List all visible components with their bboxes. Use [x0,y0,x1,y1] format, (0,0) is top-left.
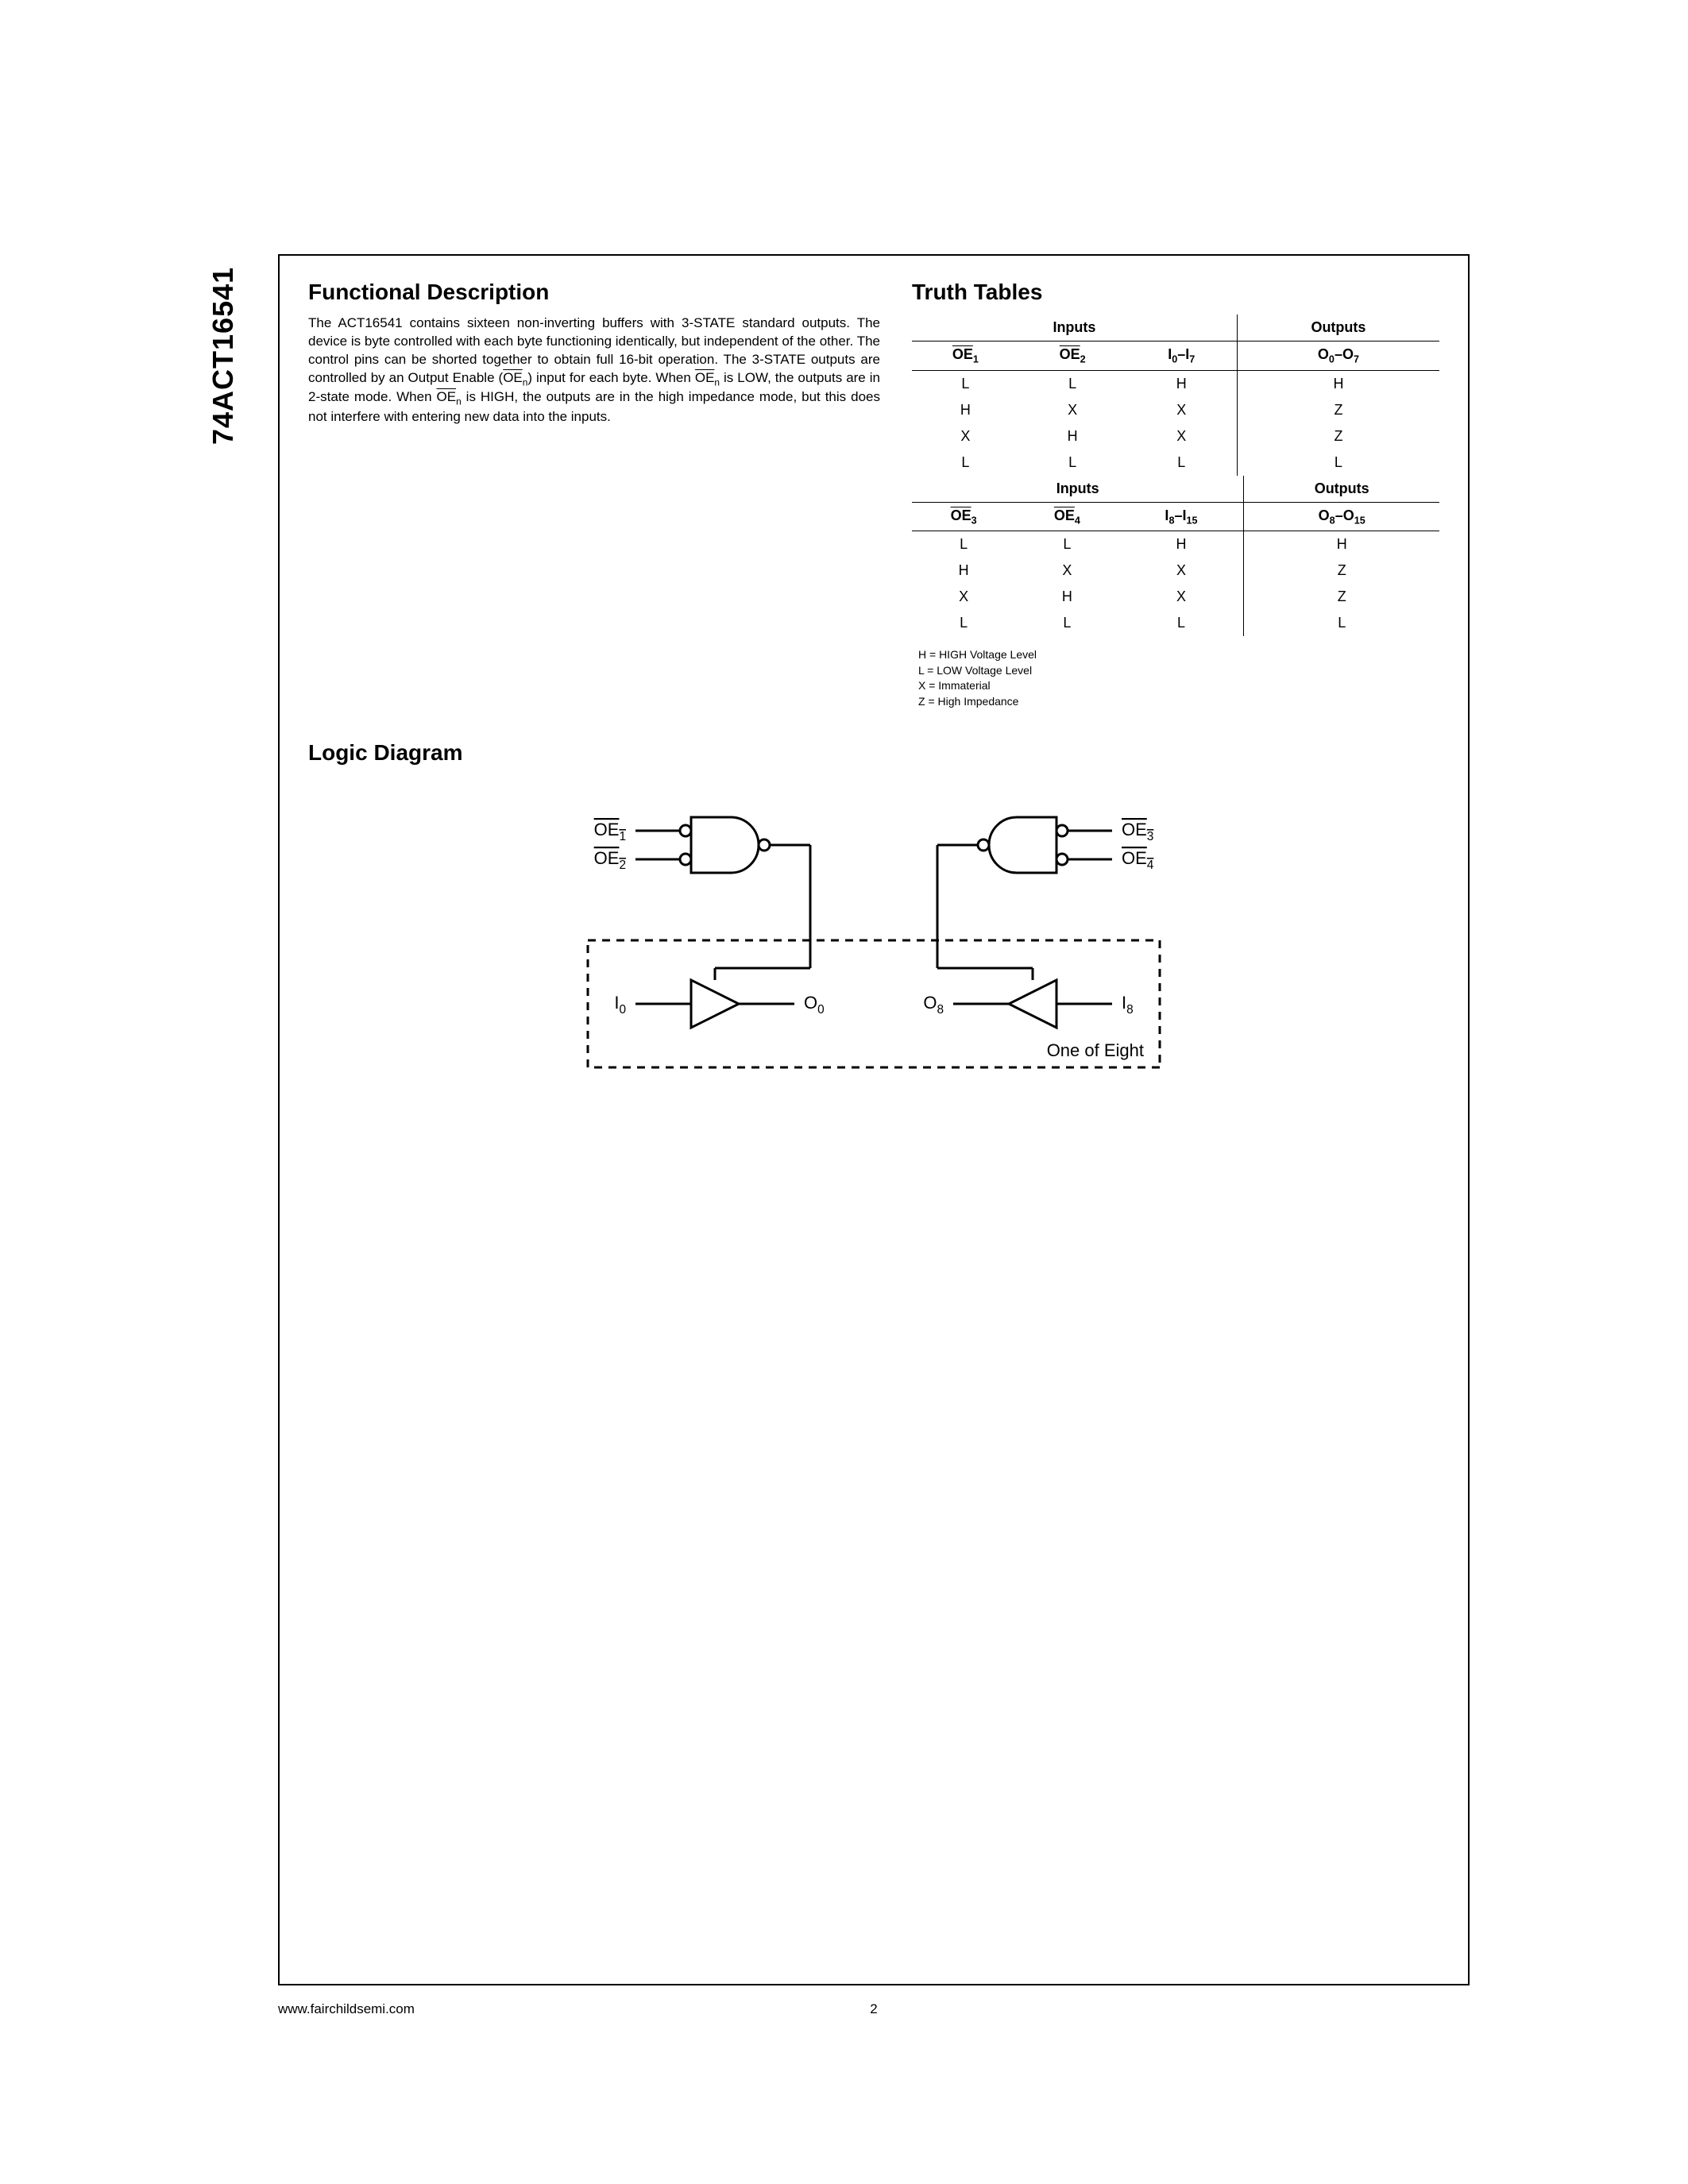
table2-inputs-header: Inputs [912,476,1244,503]
logic-diagram: OE1 OE2 OE3 OE4 I0 O0 O8 I8 One of Eight [492,781,1255,1115]
legend-line: Z = High Impedance [918,694,1439,710]
svg-text:O0: O0 [804,993,825,1017]
table-cell: L [912,450,1019,476]
table2-outputs-header: Outputs [1244,476,1439,503]
table-cell: Z [1244,584,1439,610]
table-row: XHXZ [912,423,1439,450]
table-cell: X [1126,397,1238,423]
page-footer: www.fairchildsemi.com 2 [278,2001,1470,2017]
table-cell: L [1015,531,1118,558]
svg-text:O8: O8 [923,993,944,1017]
table2-col-i: I8–I15 [1119,502,1244,531]
svg-text:I0: I0 [614,993,626,1017]
table-cell: L [912,370,1019,397]
table-cell: H [1119,531,1244,558]
footer-page-number: 2 [870,2001,877,2017]
table-row: LLLL [912,610,1439,636]
truth-table-2: Inputs Outputs OE3 OE4 I8–I15 O8–O15 LLH… [912,476,1439,637]
svg-text:OE3: OE3 [1122,820,1153,843]
table-cell: X [1119,584,1244,610]
table-cell: X [912,584,1015,610]
table2-col-oe3: OE3 [912,502,1015,531]
table1-inputs-header: Inputs [912,314,1237,341]
table-row: LLHH [912,531,1439,558]
table1-col-o: O0–O7 [1237,341,1439,371]
table-cell: X [1015,558,1118,584]
table-cell: H [1126,370,1238,397]
legend-line: L = LOW Voltage Level [918,663,1439,679]
table-row: HXXZ [912,558,1439,584]
table1-col-oe2: OE2 [1019,341,1126,371]
svg-text:I8: I8 [1122,993,1134,1017]
table-cell: H [912,558,1015,584]
table1-col-i: I0–I7 [1126,341,1238,371]
svg-text:OE4: OE4 [1122,848,1154,872]
table-cell: X [1119,558,1244,584]
table-cell: Z [1237,397,1439,423]
table1-body: LLHHHXXZXHXZLLLL [912,370,1439,476]
truth-table-1: Inputs Outputs OE1 OE2 I0–I7 O0–O7 LLHHH… [912,314,1439,476]
table2-col-oe4: OE4 [1015,502,1118,531]
table-row: XHXZ [912,584,1439,610]
table-cell: H [1019,423,1126,450]
functional-description-text: The ACT16541 contains sixteen non-invert… [308,314,880,426]
table-cell: L [1244,610,1439,636]
table2-body: LLHHHXXZXHXZLLLL [912,531,1439,637]
svg-text:OE1: OE1 [594,820,626,843]
legend-line: X = Immaterial [918,678,1439,694]
table-cell: L [1019,450,1126,476]
truth-table-legend: H = HIGH Voltage Level L = LOW Voltage L… [918,647,1439,709]
table-cell: H [1015,584,1118,610]
table-cell: X [1126,423,1238,450]
table-cell: L [912,610,1015,636]
table-cell: L [912,531,1015,558]
table-cell: L [1015,610,1118,636]
table-cell: L [1119,610,1244,636]
table-cell: H [1244,531,1439,558]
table-cell: Z [1244,558,1439,584]
table-row: HXXZ [912,397,1439,423]
table-cell: X [1019,397,1126,423]
svg-text:One of Eight: One of Eight [1047,1040,1144,1060]
table-cell: Z [1237,423,1439,450]
table-cell: L [1237,450,1439,476]
table-cell: X [912,423,1019,450]
part-number-side-label: 74ACT16541 [207,267,240,445]
page-frame: Functional Description The ACT16541 cont… [278,254,1470,1985]
truth-tables-heading: Truth Tables [912,280,1439,305]
table-cell: H [912,397,1019,423]
table-cell: L [1126,450,1238,476]
legend-line: H = HIGH Voltage Level [918,647,1439,663]
table-cell: H [1237,370,1439,397]
footer-url: www.fairchildsemi.com [278,2001,415,2016]
table-row: LLHH [912,370,1439,397]
table1-outputs-header: Outputs [1237,314,1439,341]
table1-col-oe1: OE1 [912,341,1019,371]
svg-text:OE2: OE2 [594,848,626,872]
functional-description-heading: Functional Description [308,280,880,305]
logic-diagram-heading: Logic Diagram [308,740,1439,766]
table2-col-o: O8–O15 [1244,502,1439,531]
table-row: LLLL [912,450,1439,476]
table-cell: L [1019,370,1126,397]
